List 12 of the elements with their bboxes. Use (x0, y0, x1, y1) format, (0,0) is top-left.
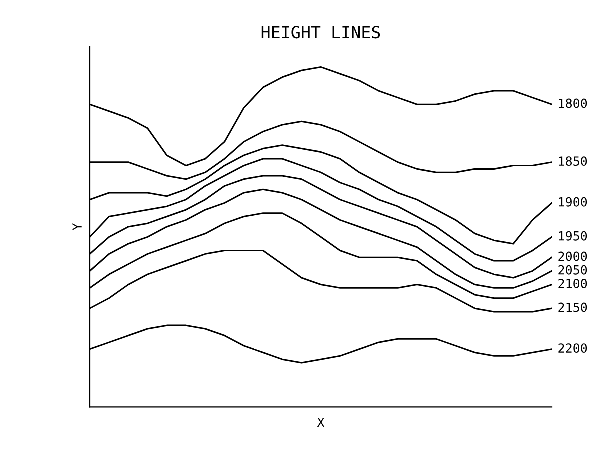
series-label: 2050 (558, 265, 588, 275)
series-label: 1900 (559, 197, 588, 207)
series-label: 1950 (559, 231, 588, 241)
series-label: 2000 (558, 252, 588, 262)
series-label: 1800 (559, 98, 588, 108)
x-axis-title: X (317, 418, 325, 428)
series-label: 2150 (558, 302, 588, 312)
series-label: 2100 (558, 278, 588, 288)
chart-title: HEIGHT LINES (262, 26, 380, 39)
series-label: 1850 (559, 156, 588, 166)
y-axis-title: Y (72, 223, 82, 231)
series-label: 2200 (558, 344, 588, 354)
